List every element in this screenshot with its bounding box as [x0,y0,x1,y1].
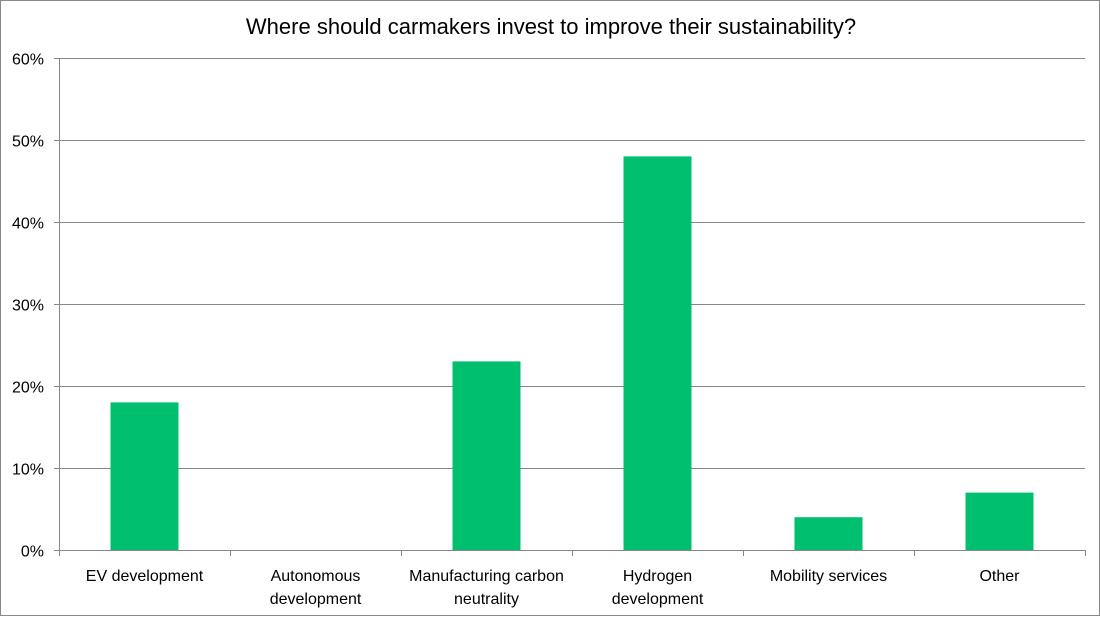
chart-title: Where should carmakers invest to improve… [246,14,856,39]
bar [110,402,179,550]
x-tick-label: Manufacturing carbon [409,568,564,585]
y-tick-label: 40% [12,216,44,233]
y-tick-label: 50% [12,134,44,151]
x-tick-label: development [270,591,362,608]
x-tick-label: development [612,591,704,608]
x-tick-label: Other [979,568,1020,585]
x-tick-label: neutrality [454,591,519,608]
y-tick-label: 10% [12,462,44,479]
y-tick-label: 20% [12,380,44,397]
x-tick-label: EV development [86,568,204,585]
y-tick-label: 30% [12,298,44,315]
x-tick-label: Hydrogen [623,568,692,585]
y-tick-label: 0% [21,544,44,561]
bar [623,156,692,550]
bar [965,492,1034,550]
x-tick-label: Mobility services [770,568,887,585]
bar [452,361,521,550]
bar [794,517,863,550]
y-tick-label: 60% [12,52,44,69]
x-tick-label: Autonomous [271,568,361,585]
